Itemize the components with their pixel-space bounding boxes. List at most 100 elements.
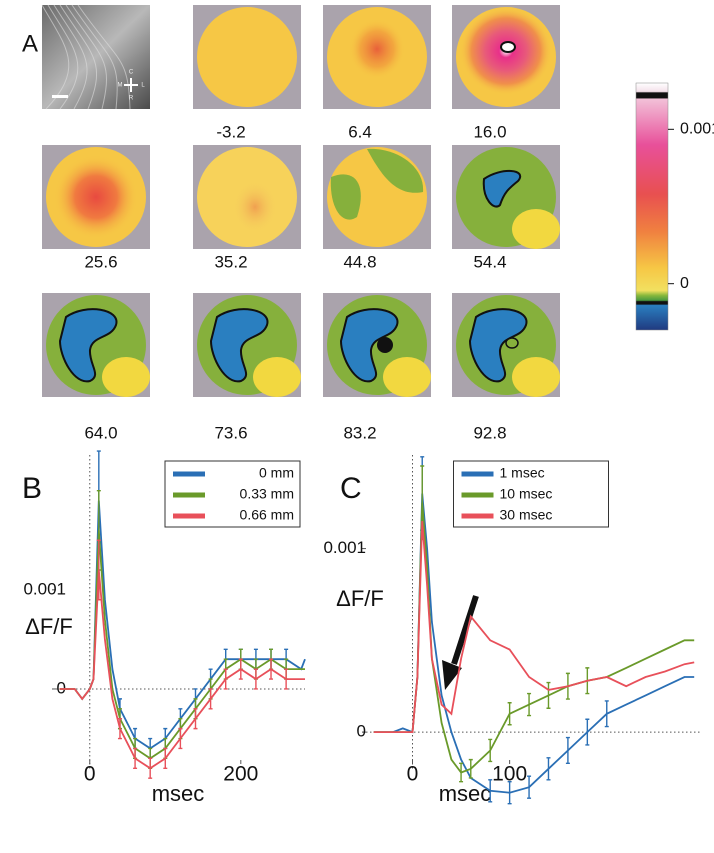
inhibition-core: [468, 308, 528, 383]
x-tick-label: 200: [223, 763, 258, 786]
y-tick-label: 0: [57, 678, 66, 697]
arrow: [442, 595, 479, 690]
error-bar: [133, 747, 138, 769]
y-tick-label: 0.001: [23, 579, 66, 598]
error-bar: [527, 775, 532, 799]
photo-texture: [65, 4, 107, 110]
panel-label: B: [22, 472, 42, 505]
photo-texture: [47, 4, 79, 110]
frame: 35.2: [193, 145, 301, 271]
colorbar-tick-label: 0.001: [680, 121, 714, 138]
x-tick-label: 100: [492, 763, 527, 786]
error-bar: [163, 747, 168, 769]
error-bar: [117, 718, 122, 740]
frame-label: 25.6: [84, 252, 117, 271]
colorbar-tick-label: 0: [680, 275, 689, 292]
photo-texture: [77, 4, 131, 110]
error-bar: [604, 700, 609, 728]
excitation-patch: [253, 357, 301, 397]
inhibition-patch: [367, 148, 424, 193]
error-bar: [488, 779, 493, 803]
y-tick-label: 0: [357, 722, 366, 741]
frame: 64.0: [42, 293, 150, 442]
frame: 6.4: [323, 5, 431, 141]
error-bar: [527, 692, 532, 717]
legend-label: 0.66 mm: [240, 507, 294, 523]
frame: -3.2: [193, 5, 301, 141]
x-axis-label: msec: [439, 781, 492, 806]
photo-texture: [53, 4, 88, 110]
y-axis-label: ΔF/F: [25, 614, 73, 639]
activity-map: [197, 7, 297, 107]
y-tick-label: 0.001: [323, 538, 366, 557]
error-bar: [284, 668, 289, 690]
panel-label: C: [340, 472, 362, 505]
inhibition-core: [482, 170, 522, 208]
inhibition-patch: [330, 174, 361, 220]
legend-label: 30 msec: [500, 507, 553, 523]
orientation-label: C: [129, 70, 134, 76]
error-bar: [253, 668, 258, 690]
activity-peak: [500, 41, 516, 53]
frame-label: -3.2: [216, 122, 245, 141]
frame-label: 83.2: [343, 423, 376, 442]
scale-bar: [52, 95, 68, 98]
photo-texture: [59, 4, 98, 110]
error-bar: [269, 658, 274, 680]
colorbar: [635, 82, 669, 331]
frame: 16.0: [452, 5, 560, 141]
orientation-label: R: [129, 96, 134, 102]
frame-label: 73.6: [214, 423, 247, 442]
legend-label: 10 msec: [500, 486, 553, 502]
x-axis-label: msec: [152, 781, 205, 806]
frame: 44.8: [323, 145, 431, 271]
photo-texture: [71, 4, 118, 110]
error-bar: [546, 757, 551, 781]
x-tick-label: 0: [84, 763, 96, 786]
frame-label: 16.0: [473, 122, 506, 141]
legend-label: 1 msec: [500, 465, 545, 481]
legend-label: 0.33 mm: [240, 486, 294, 502]
orientation-label: M: [118, 83, 123, 89]
error-bar: [459, 762, 464, 783]
error-bar: [585, 718, 590, 746]
frame-label: 64.0: [84, 423, 117, 442]
dark-spot: [377, 337, 393, 353]
activity-spot: [349, 19, 405, 79]
frame: 54.4: [452, 145, 560, 271]
y-axis-label: ΔF/F: [336, 586, 384, 611]
excitation-patch: [383, 357, 431, 397]
legend-label: 0 mm: [259, 465, 294, 481]
error-bar: [223, 668, 228, 690]
error-bar: [546, 681, 551, 709]
x-tick-label: 0: [407, 763, 419, 786]
error-bar: [507, 780, 512, 805]
excitation-patch: [512, 209, 560, 249]
error-bar: [488, 738, 493, 763]
inhibition-core: [339, 308, 399, 383]
error-bar: [507, 702, 512, 726]
orientation-label: L: [141, 83, 145, 89]
inner-spot: [505, 337, 519, 349]
panel-label: A: [22, 30, 38, 57]
frame-label: 92.8: [473, 423, 506, 442]
error-bar: [208, 688, 213, 710]
frame: C M L R: [41, 4, 150, 110]
error-bar: [565, 736, 570, 764]
excitation-patch: [102, 357, 150, 397]
frame-label: 6.4: [348, 122, 372, 141]
inhibition-core: [209, 308, 269, 383]
frame: 25.6: [42, 145, 150, 271]
inhibition-core: [58, 308, 118, 383]
error-bar: [178, 727, 183, 750]
frame: 73.6: [193, 293, 301, 442]
data-line: [373, 521, 695, 733]
error-bar: [96, 539, 101, 601]
frame-label: 44.8: [343, 252, 376, 271]
error-bar: [148, 757, 153, 779]
frame: 83.2: [323, 293, 431, 442]
activity-spot: [54, 155, 138, 239]
activity-spot: [233, 181, 277, 233]
frame-label: 54.4: [473, 252, 506, 271]
